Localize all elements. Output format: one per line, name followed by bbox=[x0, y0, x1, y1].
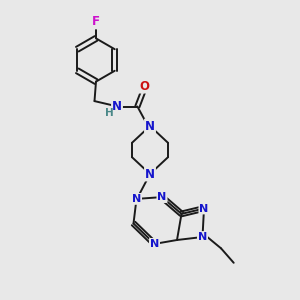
Text: N: N bbox=[145, 119, 155, 133]
Text: F: F bbox=[92, 15, 100, 28]
Text: N: N bbox=[158, 192, 166, 202]
Text: N: N bbox=[200, 203, 208, 214]
Text: N: N bbox=[198, 232, 207, 242]
Text: N: N bbox=[150, 239, 159, 249]
Text: O: O bbox=[139, 80, 149, 93]
Text: H: H bbox=[104, 108, 113, 118]
Text: N: N bbox=[132, 194, 141, 204]
Text: N: N bbox=[145, 167, 155, 181]
Text: N: N bbox=[112, 100, 122, 113]
